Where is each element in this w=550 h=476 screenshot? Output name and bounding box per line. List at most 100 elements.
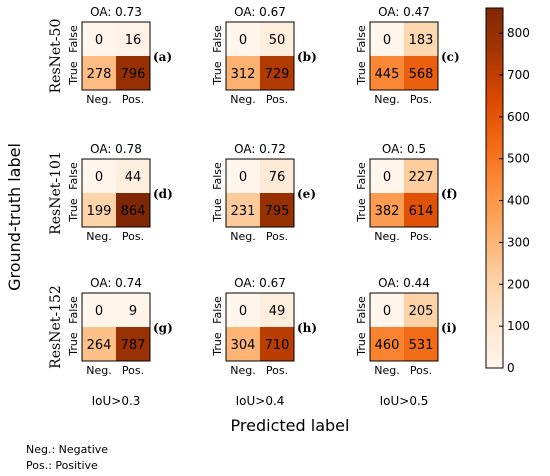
column-label: IoU>0.5: [380, 394, 429, 408]
matrix-cell: [82, 56, 116, 90]
cell-value: 864: [121, 204, 146, 219]
cell-value: 44: [125, 170, 142, 185]
panel-frame: [81, 158, 151, 228]
oa-title: OA: 0.74: [90, 276, 142, 290]
panel-c: 0 183 445 568 OA: 0.47 Neg. Pos. False True (c): [355, 5, 460, 106]
matrix-cell: [226, 193, 260, 227]
matrix-cell: [260, 159, 294, 193]
cell-value: 729: [265, 67, 290, 82]
x-tick-label: Pos.: [266, 230, 288, 243]
cell-value: 312: [231, 67, 256, 82]
matrix-cell: [226, 56, 260, 90]
cell-value: 304: [231, 338, 256, 353]
panel-frame: [225, 21, 295, 91]
y-tick-label: True: [355, 332, 368, 357]
cell-value: 0: [383, 33, 391, 48]
matrix-cell: [370, 293, 404, 327]
matrix-cell: [260, 293, 294, 327]
matrix-cell: [82, 159, 116, 193]
matrix-cell: [404, 56, 438, 90]
cell-value: 50: [269, 33, 286, 48]
cell-value: 0: [95, 304, 103, 319]
cell-value: 264: [87, 338, 112, 353]
matrix-cell: [404, 327, 438, 361]
y-tick-label: False: [67, 25, 80, 53]
panel-letter: (g): [153, 321, 173, 335]
panel-d: 0 44 199 864 OA: 0.78 Neg. Pos. False True (d): [67, 142, 173, 243]
cell-value: 0: [239, 33, 247, 48]
column-label: IoU>0.3: [92, 394, 141, 408]
cell-value: 0: [95, 170, 103, 185]
matrix-cell: [116, 159, 150, 193]
cell-value: 445: [375, 67, 400, 82]
x-tick-label: Pos.: [410, 230, 432, 243]
x-tick-label: Neg.: [230, 93, 255, 106]
panel-frame: [225, 158, 295, 228]
matrix-cell: [404, 193, 438, 227]
x-tick-label: Neg.: [230, 230, 255, 243]
panel-letter: (h): [297, 321, 317, 335]
panel-frame: [225, 292, 295, 362]
y-tick-label: True: [211, 198, 224, 223]
cell-value: 0: [95, 33, 103, 48]
x-tick-label: Neg.: [86, 230, 111, 243]
colorbar-tick-label: 700: [507, 68, 530, 82]
x-tick-label: Pos.: [122, 364, 144, 377]
panel-frame: [81, 21, 151, 91]
panel-e: 0 76 231 795 OA: 0.72 Neg. Pos. False True (e): [211, 142, 316, 243]
y-tick-label: False: [355, 25, 368, 53]
oa-title: OA: 0.44: [378, 276, 430, 290]
matrix-cell: [370, 193, 404, 227]
cell-value: 205: [409, 304, 434, 319]
cell-value: 568: [409, 67, 434, 82]
matrix-cell: [260, 327, 294, 361]
cell-value: 16: [125, 33, 142, 48]
colorbar-tick-label: 300: [507, 235, 530, 249]
x-tick-label: Neg.: [374, 230, 399, 243]
row-label: ResNet-50: [48, 19, 64, 94]
cell-value: 382: [375, 204, 400, 219]
matrix-cell: [82, 327, 116, 361]
cell-value: 787: [121, 338, 146, 353]
x-tick-label: Pos.: [266, 364, 288, 377]
cell-value: 0: [239, 304, 247, 319]
x-tick-label: Neg.: [374, 93, 399, 106]
cell-value: 227: [409, 170, 434, 185]
cell-value: 199: [87, 204, 112, 219]
panel-frame: [369, 21, 439, 91]
matrix-cell: [260, 56, 294, 90]
cell-value: 0: [239, 170, 247, 185]
x-axis-title: Predicted label: [231, 416, 350, 435]
matrix-cell: [226, 293, 260, 327]
matrix-cell: [370, 327, 404, 361]
colorbar-gradient: [485, 7, 504, 369]
matrix-cell: [82, 193, 116, 227]
cell-value: 9: [129, 304, 137, 319]
column-label: IoU>0.4: [236, 394, 285, 408]
cell-value: 231: [231, 204, 256, 219]
panel-f: 0 227 382 614 OA: 0.5 Neg. Pos. False True (f): [355, 142, 458, 243]
cell-value: 796: [121, 67, 146, 82]
colorbar-tick-label: 500: [507, 152, 530, 166]
y-tick-label: False: [211, 296, 224, 324]
oa-title: OA: 0.67: [234, 276, 286, 290]
matrix-cell: [404, 159, 438, 193]
y-tick-label: False: [67, 162, 80, 190]
panel-h: 0 49 304 710 OA: 0.67 Neg. Pos. False True (h): [211, 276, 317, 377]
panel-frame: [81, 292, 151, 362]
panel-letter: (e): [297, 187, 316, 201]
oa-title: OA: 0.78: [90, 142, 142, 156]
y-tick-label: False: [211, 162, 224, 190]
y-tick-label: False: [355, 162, 368, 190]
colorbar-tick-label: 400: [507, 194, 530, 208]
matrix-cell: [404, 22, 438, 56]
matrix-cell: [116, 56, 150, 90]
panel-letter: (d): [153, 187, 173, 201]
y-tick-label: True: [67, 198, 80, 223]
colorbar-tick-label: 0: [507, 361, 515, 375]
note-positive: Pos.: Positive: [26, 459, 98, 472]
matrix-cell: [226, 327, 260, 361]
x-tick-label: Neg.: [86, 93, 111, 106]
panel-letter: (a): [153, 50, 172, 64]
